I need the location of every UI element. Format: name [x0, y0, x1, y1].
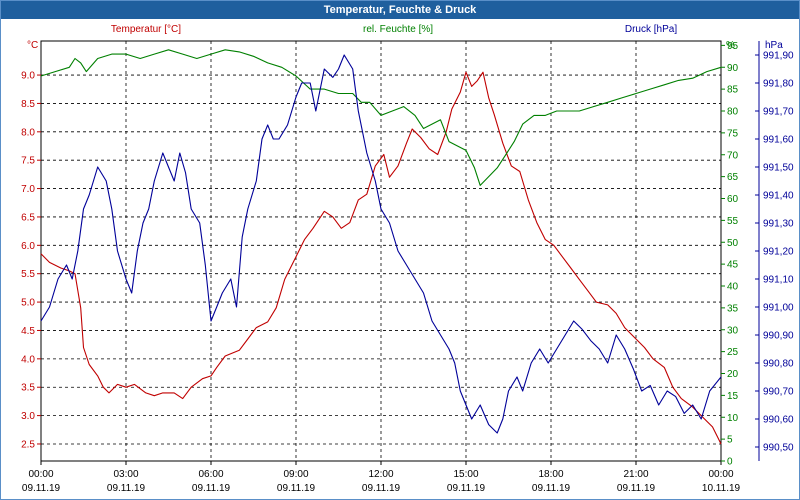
- tick-label-left: 8.5: [21, 99, 35, 110]
- series-line-pressure: [40, 54, 722, 434]
- tick-label-x-date: 09.11.19: [107, 483, 146, 494]
- tick-label-x-date: 10.11.19: [702, 483, 741, 494]
- tick-label-right-humidity: 70: [727, 150, 739, 161]
- line-chart: 2.5 3.0 3.5 4.0 4.5 5.0 5.5 6.0 6.5 7.0 7.5 8.0 8.5 9…: [21, 24, 794, 494]
- tick-label-right-pressure: 991,30: [763, 219, 794, 230]
- tick-label-right-humidity: 85: [727, 85, 739, 96]
- tick-label-right-humidity: 60: [727, 194, 739, 205]
- tick-label-x-time: 15:00: [453, 469, 478, 480]
- tick-label-left: 7.0: [21, 184, 35, 195]
- tick-label-left: 4.5: [21, 326, 35, 337]
- tick-label-right-humidity: 75: [727, 128, 739, 139]
- tick-label-right-humidity: 90: [727, 63, 739, 74]
- tick-label-x-date: 09.11.19: [22, 483, 61, 494]
- tick-label-left: 6.0: [21, 241, 35, 252]
- tick-label-x-date: 09.11.19: [447, 483, 486, 494]
- axis-unit-pressure: hPa: [765, 40, 783, 51]
- tick-label-right-humidity: 20: [727, 369, 739, 380]
- tick-label-left: 9.0: [21, 71, 35, 82]
- tick-label-right-humidity: 65: [727, 172, 739, 183]
- tick-label-right-pressure: 991,00: [763, 303, 794, 314]
- tick-label-right-pressure: 991,50: [763, 163, 794, 174]
- tick-label-right-pressure: 991,80: [763, 79, 794, 90]
- tick-label-left: 7.5: [21, 156, 35, 167]
- tick-label-x-date: 09.11.19: [192, 483, 231, 494]
- tick-label-x-time: 09:00: [283, 469, 308, 480]
- axis-unit-humidity: %: [726, 40, 735, 51]
- tick-label-right-humidity: 15: [727, 391, 739, 402]
- tick-label-right-pressure: 990,60: [763, 415, 794, 426]
- tick-label-x-time: 06:00: [198, 469, 223, 480]
- tick-label-x-date: 09.11.19: [277, 483, 316, 494]
- tick-label-right-pressure: 990,50: [763, 443, 794, 454]
- tick-label-right-humidity: 30: [727, 325, 739, 336]
- tick-label-x-time: 12:00: [368, 469, 393, 480]
- tick-label-left: 8.0: [21, 127, 35, 138]
- tick-label-right-humidity: 40: [727, 282, 739, 293]
- tick-label-right-pressure: 991,90: [763, 51, 794, 62]
- tick-label-right-pressure: 990,80: [763, 359, 794, 370]
- window-title: Temperatur, Feuchte & Druck: [1, 1, 799, 19]
- tick-label-right-pressure: 991,40: [763, 191, 794, 202]
- tick-label-left: 2.5: [21, 439, 35, 450]
- tick-label-left: 5.5: [21, 269, 35, 280]
- tick-label-x-date: 09.11.19: [362, 483, 401, 494]
- tick-label-x-time: 18:00: [538, 469, 563, 480]
- tick-label-right-pressure: 991,70: [763, 107, 794, 118]
- tick-label-left: 3.0: [21, 411, 35, 422]
- tick-label-left: 3.5: [21, 383, 35, 394]
- tick-label-left: 6.5: [21, 212, 35, 223]
- tick-label-right-pressure: 990,90: [763, 331, 794, 342]
- tick-label-x-time: 00:00: [28, 469, 53, 480]
- tick-label-right-humidity: 10: [727, 413, 739, 424]
- tick-label-right-humidity: 95: [727, 41, 739, 52]
- tick-label-left: 5.0: [21, 298, 35, 309]
- tick-label-right-humidity: 5: [727, 435, 733, 446]
- tick-label-right-humidity: 25: [727, 347, 739, 358]
- tick-label-x-date: 09.11.19: [532, 483, 571, 494]
- tick-label-right-humidity: 80: [727, 107, 739, 118]
- tick-label-right-pressure: 991,10: [763, 275, 794, 286]
- tick-label-right-humidity: 35: [727, 303, 739, 314]
- axis-unit-temperature: °C: [27, 40, 38, 51]
- legend-label-humidity: rel. Feuchte [%]: [363, 24, 433, 35]
- tick-label-right-humidity: 0: [727, 457, 733, 468]
- tick-label-right-humidity: 50: [727, 238, 739, 249]
- tick-label-right-pressure: 990,70: [763, 387, 794, 398]
- tick-label-x-time: 21:00: [623, 469, 648, 480]
- tick-label-right-humidity: 45: [727, 260, 739, 271]
- tick-label-right-pressure: 991,60: [763, 135, 794, 146]
- tick-label-x-date: 09.11.19: [617, 483, 656, 494]
- legend-label-temperature: Temperatur [°C]: [111, 24, 181, 35]
- tick-label-x-time: 00:00: [708, 469, 733, 480]
- tick-label-left: 4.0: [21, 354, 35, 365]
- series-line-temperature: [40, 71, 722, 445]
- series-line-humidity: [40, 49, 722, 186]
- tick-label-right-pressure: 991,20: [763, 247, 794, 258]
- legend-label-pressure: Druck [hPa]: [625, 24, 677, 35]
- tick-label-x-time: 03:00: [113, 469, 138, 480]
- tick-label-right-humidity: 55: [727, 216, 739, 227]
